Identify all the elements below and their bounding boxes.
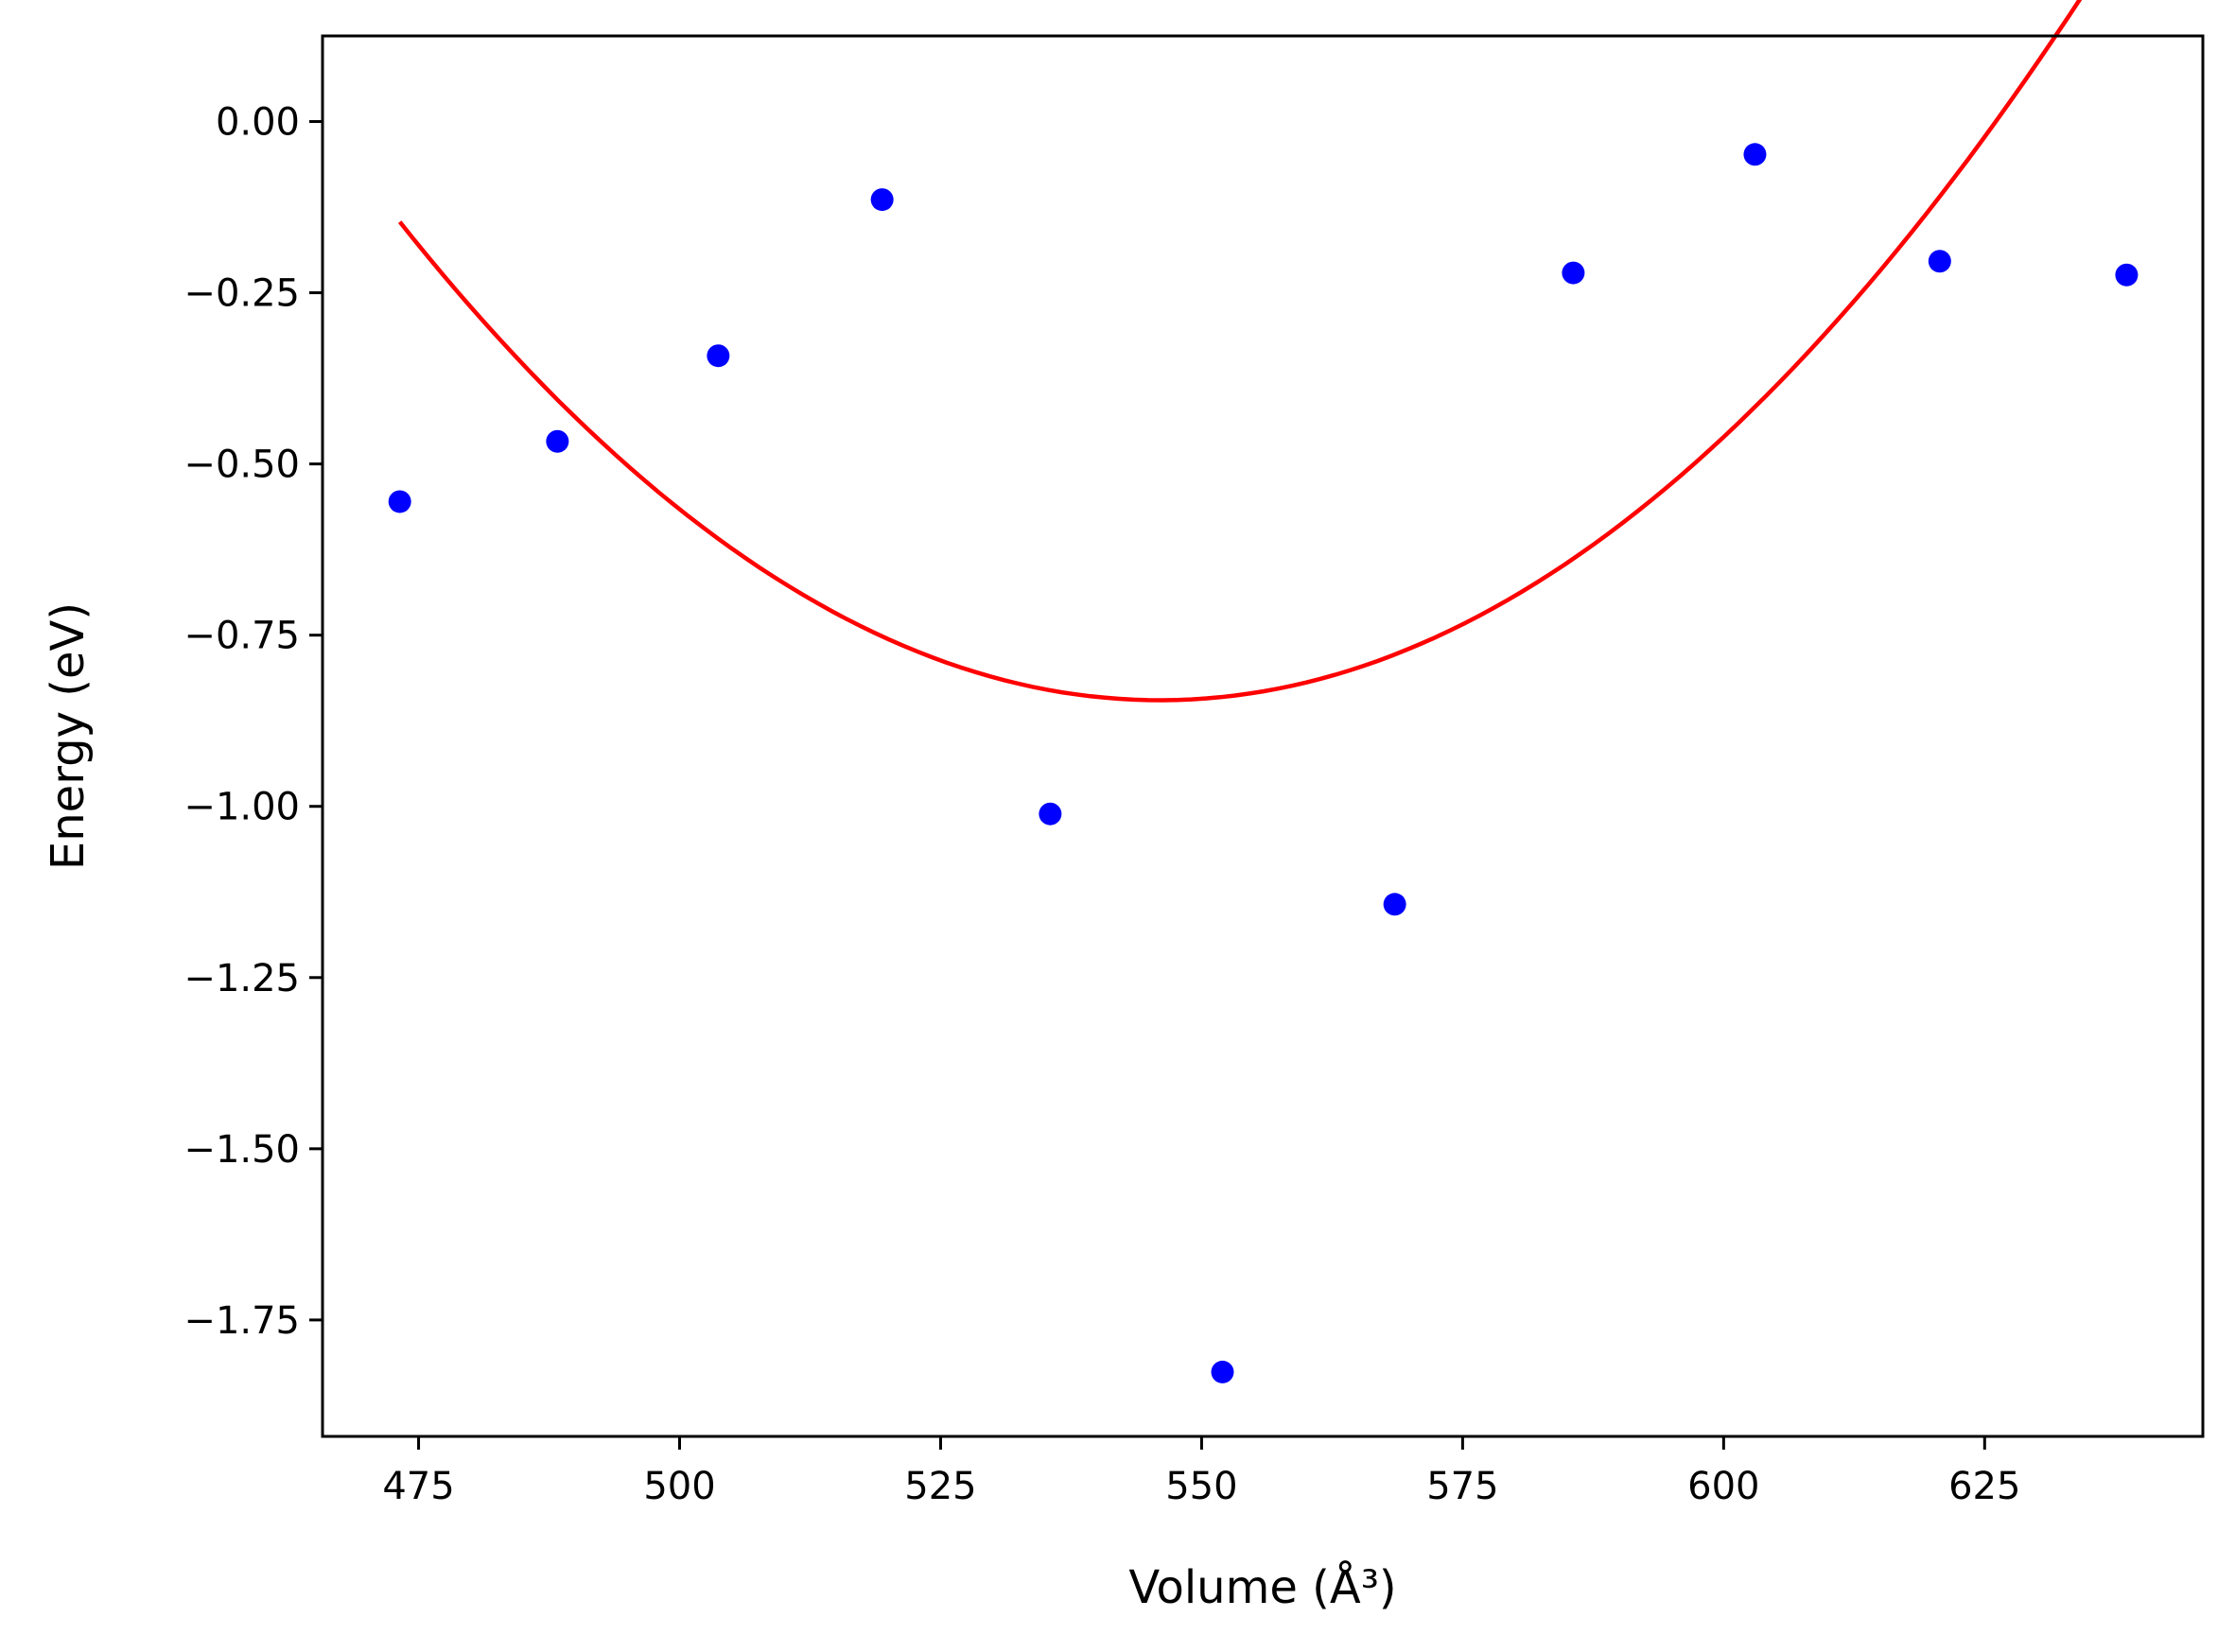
data-point-4	[870, 188, 894, 212]
data-point-11	[2115, 263, 2139, 287]
y-axis-label: Energy (eV)	[42, 602, 95, 870]
x-tick-label: 600	[1687, 1465, 1759, 1508]
data-point-2	[546, 429, 569, 453]
y-tick-label: −1.25	[183, 957, 300, 1000]
x-tick-label: 550	[1165, 1465, 1237, 1508]
y-axis: 0.00 −0.25 −0.50 −0.75 −1.00 −1.25 −1.50 −1.75	[183, 101, 323, 1343]
y-tick-label: −1.00	[183, 786, 300, 829]
fit-curve-line	[397, 0, 2083, 703]
x-tick-label: 625	[1948, 1465, 2020, 1508]
y-tick-label: −0.75	[183, 615, 300, 658]
data-point-8	[1562, 261, 1585, 285]
data-point-1	[388, 490, 411, 513]
plot-frame	[321, 34, 2205, 1438]
data-point-9	[1743, 143, 1767, 166]
x-tick-label: 575	[1426, 1465, 1498, 1508]
data-point-10	[1928, 250, 1951, 273]
plot-content	[388, 0, 2139, 1383]
x-tick-label: 475	[382, 1465, 454, 1508]
data-point-3	[707, 344, 730, 368]
data-point-6	[1211, 1360, 1234, 1383]
y-tick-label: −1.75	[183, 1299, 300, 1343]
data-point-5	[1039, 802, 1062, 826]
x-axis-label: Volume (Å³)	[1128, 1560, 1396, 1614]
x-tick-label: 500	[643, 1465, 715, 1508]
y-tick-label: −1.50	[183, 1128, 300, 1172]
data-point-7	[1383, 893, 1406, 916]
x-tick-label: 525	[904, 1465, 976, 1508]
x-axis: 475 500 525 550 575 600 625	[382, 1436, 2020, 1508]
y-tick-label: −0.50	[183, 443, 300, 487]
y-tick-label: 0.00	[216, 101, 300, 145]
y-tick-label: −0.25	[183, 272, 300, 316]
